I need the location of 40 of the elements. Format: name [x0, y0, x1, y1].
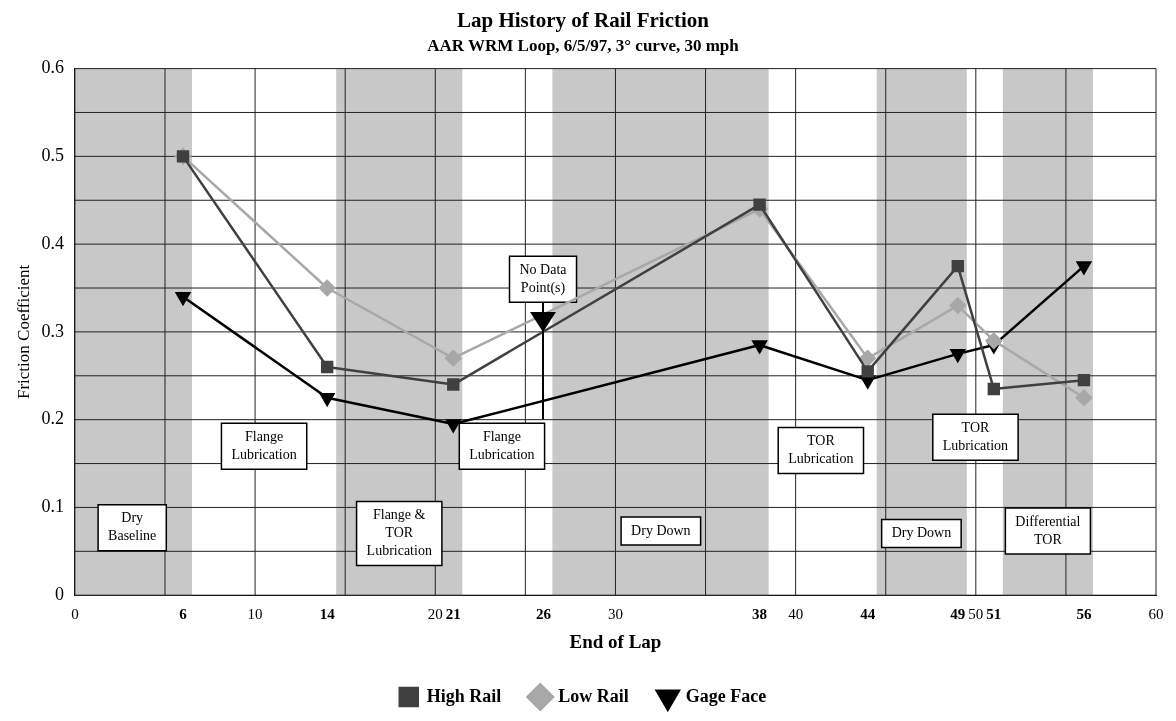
annotation: Flange Lubrication [469, 428, 535, 462]
x-tick-label: 14 [319, 606, 336, 623]
x-tick-label: 0 [71, 606, 79, 623]
legend-label: Low Rail [558, 685, 629, 706]
legend-label: Gage Face [685, 685, 767, 706]
x-tick-label: 38 [752, 606, 768, 623]
x-tick-label: 10 [247, 606, 263, 623]
y-tick-label: 0.4 [41, 232, 64, 253]
legend-label: High Rail [426, 685, 502, 706]
annotation: TOR Lubrication [942, 419, 1009, 453]
y-axis-title: Friction Coefficient [13, 264, 33, 400]
y-tick-label: 0.6 [41, 57, 64, 78]
x-tick-label: 20 [427, 606, 443, 623]
annotation: Flange Lubrication [231, 428, 297, 462]
annotation: Flange & TOR Lubrication [366, 507, 432, 559]
annotation: Dry Down [891, 525, 952, 541]
x-tick-label: 44 [860, 606, 876, 623]
annotation: Dry Down [631, 522, 691, 538]
annotation: Differential TOR [1015, 513, 1081, 547]
x-tick-label: 56 [1076, 606, 1092, 623]
y-tick-label: 0.5 [41, 145, 64, 166]
x-axis-title: End of Lap [569, 630, 662, 652]
x-tick-label: 40 [788, 606, 804, 623]
x-tick-label: 49 [950, 606, 966, 623]
y-tick-label: 0.2 [41, 408, 64, 429]
annotation: No Data Point(s) [519, 261, 568, 296]
x-tick-label: 26 [535, 606, 552, 623]
x-tick-label: 30 [607, 606, 623, 623]
x-tick-label: 21 [445, 606, 461, 623]
x-tick-label: 51 [986, 606, 1002, 623]
x-tick-label: 50 [968, 606, 984, 623]
chart-title: Lap History of Rail Friction [457, 8, 710, 33]
x-tick-label: 6 [179, 606, 188, 623]
y-tick-label: 0.1 [41, 496, 64, 517]
annotation: TOR Lubrication [788, 433, 854, 467]
x-tick-label: 60 [1148, 606, 1164, 623]
y-tick-label: 0 [54, 583, 64, 604]
chart-subtitle: AAR WRM Loop, 6/5/97, 3° curve, 30 mph [427, 35, 740, 55]
y-tick-label: 0.3 [41, 320, 64, 341]
annotation: Dry Baseline [108, 510, 157, 544]
